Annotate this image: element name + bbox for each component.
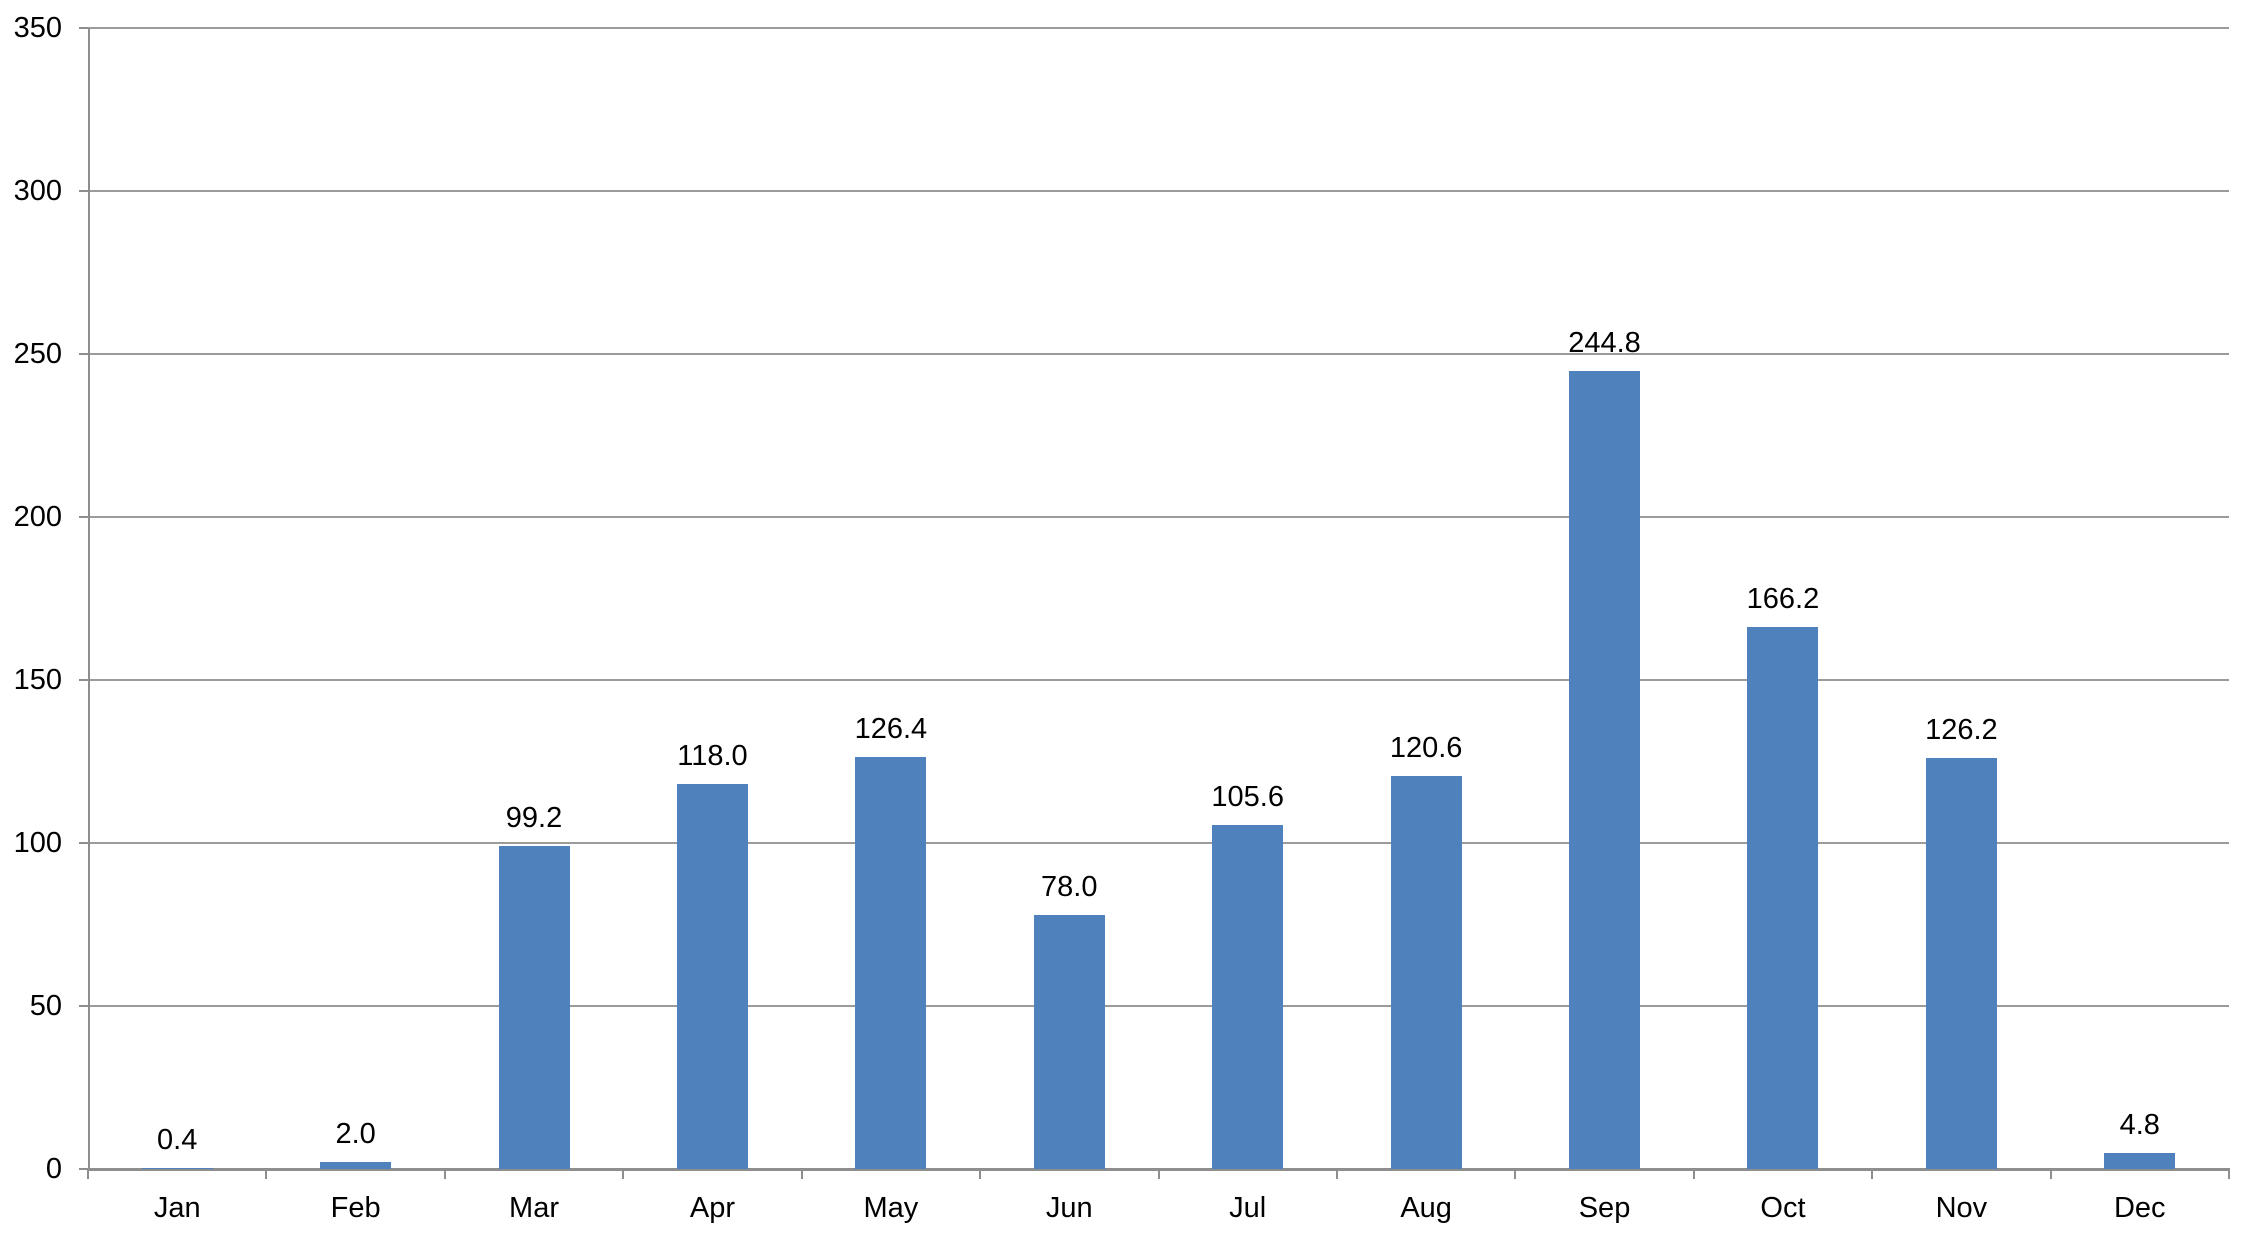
x-tick-label-may: May (863, 1192, 919, 1224)
data-label-oct: 166.2 (1746, 583, 1820, 616)
x-axis-tick (1692, 1171, 1695, 1179)
y-axis-tick (79, 679, 88, 681)
bar-nov (1925, 757, 1997, 1169)
y-axis-tick (79, 1168, 88, 1170)
data-label-jun: 78.0 (1041, 870, 1098, 903)
y-tick-label: 300 (13, 175, 62, 207)
data-label-dec: 4.8 (2119, 1109, 2160, 1142)
x-axis-tick (2049, 1171, 2052, 1179)
y-tick-label: 350 (13, 12, 62, 44)
bar-jan (141, 1167, 213, 1169)
x-axis-tick (979, 1171, 982, 1179)
y-tick-label: 200 (13, 501, 62, 533)
bar-mar (498, 845, 570, 1169)
x-tick-label-oct: Oct (1760, 1192, 1806, 1224)
y-tick-label: 50 (29, 990, 62, 1022)
x-axis-tick (265, 1171, 268, 1179)
x-axis-tick (2228, 1171, 2230, 1179)
x-tick-label-jul: Jul (1229, 1192, 1267, 1224)
data-label-apr: 118.0 (677, 740, 748, 773)
x-axis-tick (1157, 1171, 1160, 1179)
y-axis-tick (79, 190, 88, 192)
x-tick-label-apr: Apr (689, 1192, 736, 1224)
x-axis-tick (1514, 1171, 1517, 1179)
bar-sep (1569, 370, 1641, 1169)
y-axis-tick (79, 353, 88, 355)
y-axis-tick (79, 1005, 88, 1007)
gridline (88, 842, 2229, 844)
data-label-feb: 2.0 (335, 1118, 376, 1151)
x-axis-tick (87, 1171, 89, 1179)
data-label-jan: 0.4 (157, 1123, 198, 1156)
gridline (88, 190, 2229, 192)
y-axis-tick (79, 842, 88, 844)
x-tick-label-sep: Sep (1578, 1192, 1631, 1224)
gridline (88, 679, 2229, 681)
bar-jun (1033, 914, 1105, 1169)
y-axis-tick (79, 27, 88, 29)
y-axis (88, 28, 90, 1169)
data-label-jul: 105.6 (1211, 780, 1284, 813)
bar-oct (1747, 627, 1819, 1169)
gridline (88, 27, 2229, 29)
y-tick-label: 150 (13, 664, 62, 696)
x-tick-label-feb: Feb (330, 1192, 381, 1224)
gridline (88, 1005, 2229, 1007)
x-axis-tick (622, 1171, 625, 1179)
bar-may (855, 756, 927, 1169)
y-tick-label: 250 (13, 338, 62, 370)
bar-aug (1390, 775, 1462, 1169)
x-tick-label-aug: Aug (1400, 1192, 1452, 1224)
gridline (88, 353, 2229, 355)
bar-feb (320, 1162, 392, 1169)
x-axis-tick (800, 1171, 803, 1179)
x-axis (87, 1168, 2230, 1171)
data-label-aug: 120.6 (1389, 731, 1463, 764)
x-tick-label-dec: Dec (2113, 1192, 2166, 1224)
y-tick-label: 100 (13, 827, 62, 859)
data-label-nov: 126.2 (1925, 713, 1998, 746)
x-axis-tick (1871, 1171, 1874, 1179)
x-axis-tick (1335, 1171, 1338, 1179)
y-axis-tick (79, 516, 88, 518)
data-label-sep: 244.8 (1568, 326, 1641, 359)
x-tick-label-jun: Jun (1045, 1192, 1093, 1224)
data-label-mar: 99.2 (505, 801, 563, 834)
bar-jul (1212, 824, 1284, 1169)
x-tick-label-mar: Mar (509, 1192, 559, 1224)
y-tick-label: 0 (45, 1153, 62, 1185)
data-label-may: 126.4 (854, 712, 928, 745)
x-tick-label-nov: Nov (1935, 1192, 1988, 1224)
bar-apr (676, 784, 748, 1169)
x-axis-tick (443, 1171, 446, 1179)
bar-dec (2104, 1153, 2176, 1169)
gridline (88, 516, 2229, 518)
x-tick-label-jan: Jan (153, 1192, 201, 1224)
